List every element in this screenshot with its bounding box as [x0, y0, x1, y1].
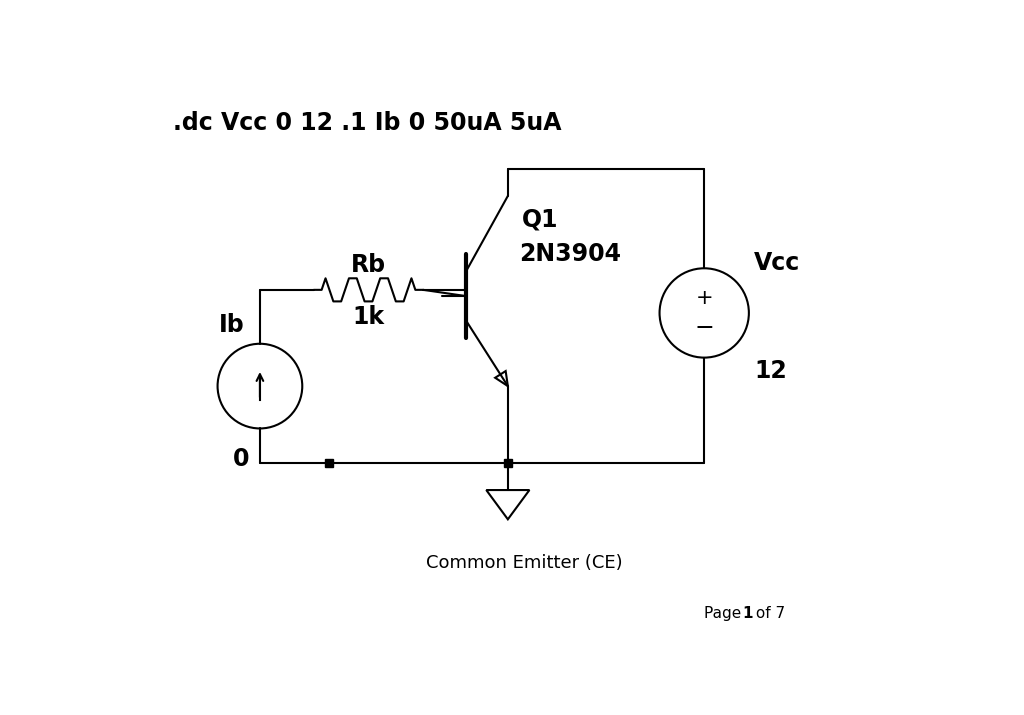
- Text: Ib: Ib: [219, 312, 245, 337]
- Text: 0: 0: [232, 448, 249, 471]
- Text: 1: 1: [742, 606, 754, 621]
- Text: 1k: 1k: [352, 305, 385, 329]
- Text: Common Emitter (CE): Common Emitter (CE): [426, 554, 624, 572]
- Text: Page: Page: [705, 606, 746, 621]
- Text: Vcc: Vcc: [755, 251, 801, 275]
- Bar: [504, 459, 512, 468]
- Text: Rb: Rb: [351, 253, 386, 277]
- Bar: [325, 459, 334, 468]
- Text: of 7: of 7: [752, 606, 785, 621]
- Text: 12: 12: [755, 359, 787, 383]
- Text: −: −: [694, 316, 714, 340]
- Text: .dc Vcc 0 12 .1 Ib 0 50uA 5uA: .dc Vcc 0 12 .1 Ib 0 50uA 5uA: [173, 111, 561, 134]
- Text: +: +: [695, 287, 713, 307]
- Text: 2N3904: 2N3904: [519, 242, 622, 266]
- Text: Q1: Q1: [521, 207, 558, 231]
